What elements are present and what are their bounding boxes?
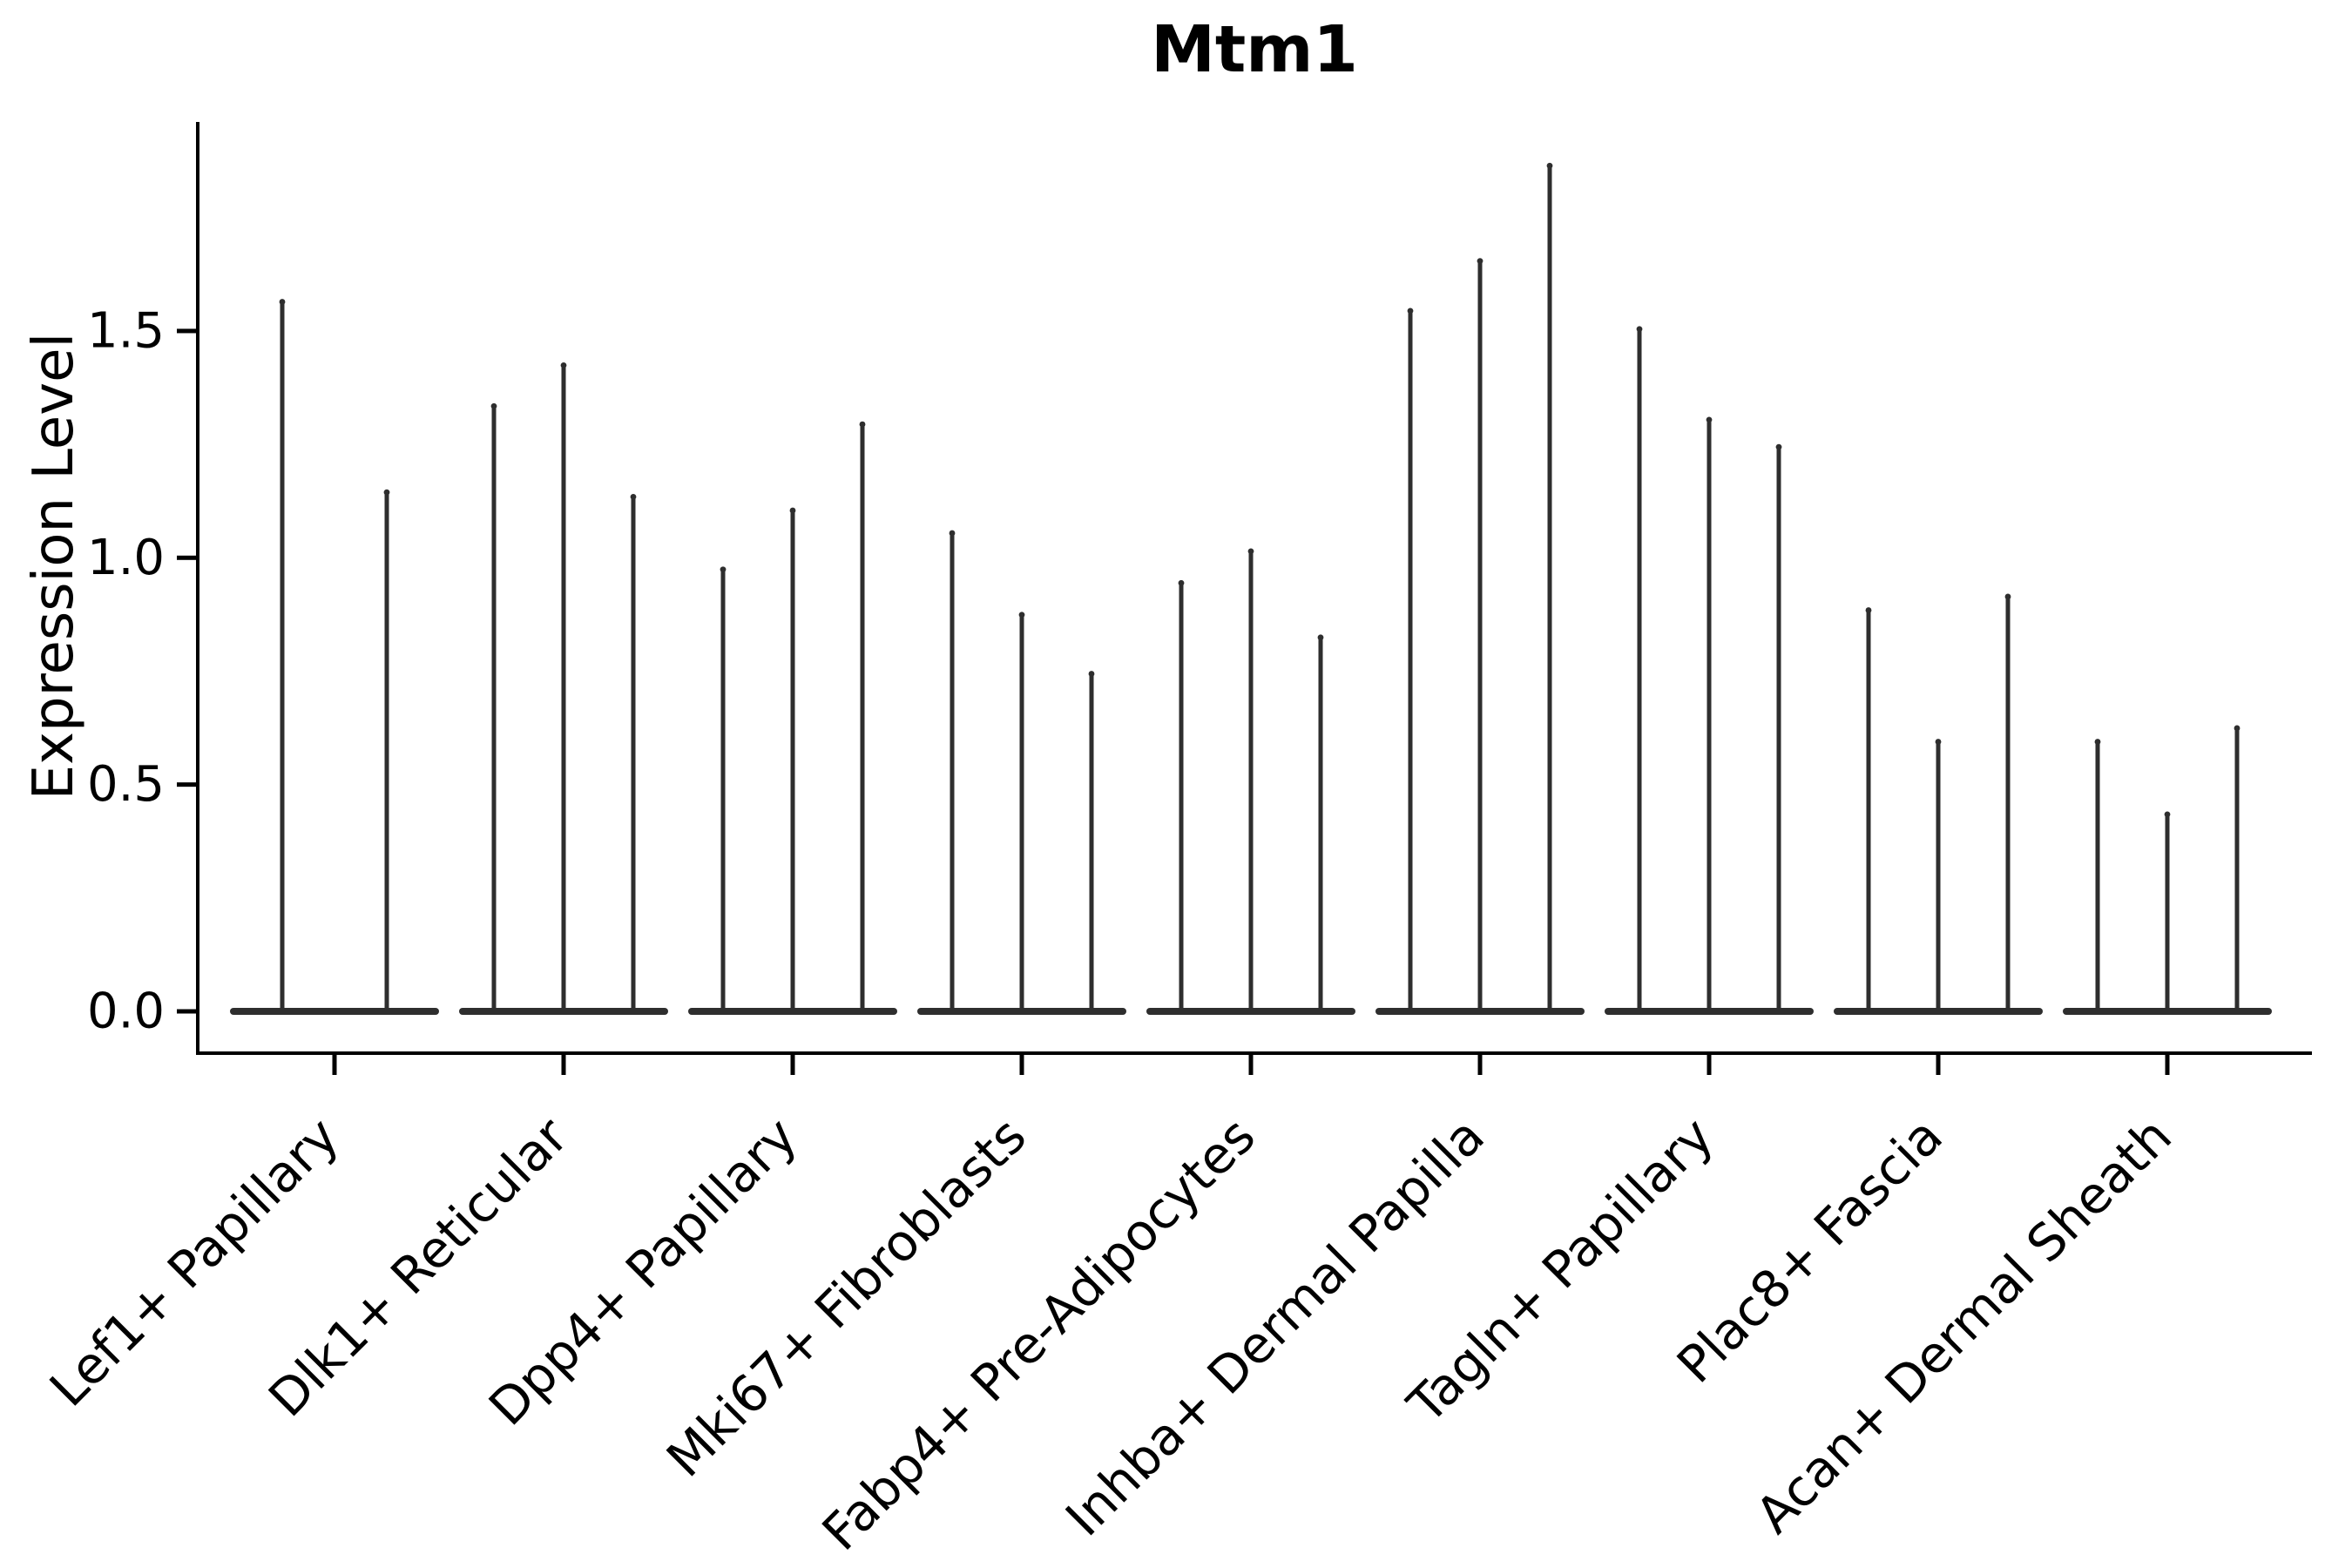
y-tick-label: 0.5	[87, 756, 165, 813]
violin-needle-tip	[560, 362, 567, 368]
violin-needle-tip	[1775, 443, 1782, 450]
violin-needle-tip	[1865, 607, 1872, 613]
violin-needle	[1477, 258, 1483, 1011]
violin-needle-tip	[2094, 739, 2101, 745]
violin-needle	[1179, 580, 1184, 1011]
violin-needle	[1318, 634, 1323, 1011]
y-tick-label: 1.0	[87, 530, 165, 586]
x-tick-mark	[2165, 1055, 2170, 1075]
violin-needle	[2005, 593, 2011, 1011]
violin-needle	[2095, 739, 2100, 1011]
violin-needle-tip	[1178, 579, 1185, 586]
violin-needle-tip	[1477, 258, 1484, 265]
x-tick-mark	[1477, 1055, 1483, 1075]
violin-needle-tip	[789, 507, 796, 514]
violin-needle	[860, 422, 865, 1012]
violin-needle	[491, 403, 497, 1012]
violin-needle-tip	[1546, 162, 1553, 169]
violin-needle-tip	[490, 402, 497, 409]
violin-needle	[1089, 671, 1094, 1011]
violin-needle-tip	[2164, 811, 2171, 818]
violin-needle	[1707, 416, 1712, 1011]
x-category-label: Inhba+ Dermal Papilla	[1054, 1106, 1496, 1548]
x-tick-mark	[332, 1055, 337, 1075]
violin-needle-tip	[2234, 725, 2240, 732]
x-axis-spine	[196, 1051, 2312, 1055]
x-tick-mark	[561, 1055, 566, 1075]
violin-needle-tip	[1407, 308, 1414, 314]
violin-needle	[2165, 811, 2170, 1011]
violin-needle	[631, 494, 636, 1011]
violin-needle	[384, 490, 389, 1011]
x-category-label: Fabp4+ Pre-Adipocytes	[811, 1106, 1267, 1562]
violin-needle-tip	[859, 421, 866, 428]
y-tick-label: 0.0	[87, 983, 165, 1040]
violin-needle	[1936, 739, 1941, 1011]
y-axis-spine	[196, 122, 199, 1055]
violin-needle	[1547, 163, 1552, 1011]
violin-needle	[561, 362, 566, 1011]
violin-needle-tip	[1317, 634, 1324, 641]
violin-needle-tip	[383, 489, 390, 496]
chart-title: Mtm1	[1151, 12, 1358, 87]
violin-needle	[1248, 548, 1254, 1011]
violin-needle	[1866, 607, 1871, 1011]
violin-needle	[1776, 444, 1781, 1011]
violin-needle-tip	[1636, 326, 1643, 333]
violin-needle	[790, 508, 795, 1011]
violin-needle	[2234, 725, 2240, 1011]
y-tick-label: 1.5	[87, 302, 165, 359]
violin-needle-tip	[720, 566, 727, 573]
x-tick-mark	[1936, 1055, 1941, 1075]
violin-needle-tip	[2004, 593, 2011, 600]
violin-base	[230, 1008, 439, 1015]
x-tick-mark	[790, 1055, 795, 1075]
y-tick-mark	[177, 782, 198, 787]
x-tick-mark	[1248, 1055, 1254, 1075]
y-tick-mark	[177, 555, 198, 560]
violin-needle-tip	[1706, 416, 1713, 423]
x-tick-mark	[1019, 1055, 1024, 1075]
violin-needle-tip	[1018, 612, 1025, 618]
violin-needle-tip	[1088, 671, 1095, 677]
violin-needle	[1019, 612, 1024, 1011]
y-tick-mark	[177, 328, 198, 334]
x-category-label: Acan+ Dermal Sheath	[1744, 1106, 2182, 1544]
violin-needle-tip	[630, 494, 637, 500]
y-axis-label: Expression Level	[22, 332, 86, 801]
y-tick-mark	[177, 1009, 198, 1014]
violin-needle-tip	[949, 530, 956, 537]
violin-needle-tip	[1935, 739, 1942, 745]
violin-needle	[1637, 326, 1642, 1011]
violin-needle	[1408, 308, 1413, 1011]
violin-needle	[720, 566, 726, 1011]
violin-needle-tip	[1247, 548, 1254, 555]
violin-needle	[950, 531, 955, 1011]
violin-needle-tip	[279, 299, 286, 305]
x-tick-mark	[1707, 1055, 1712, 1075]
violin-needle	[280, 299, 285, 1012]
